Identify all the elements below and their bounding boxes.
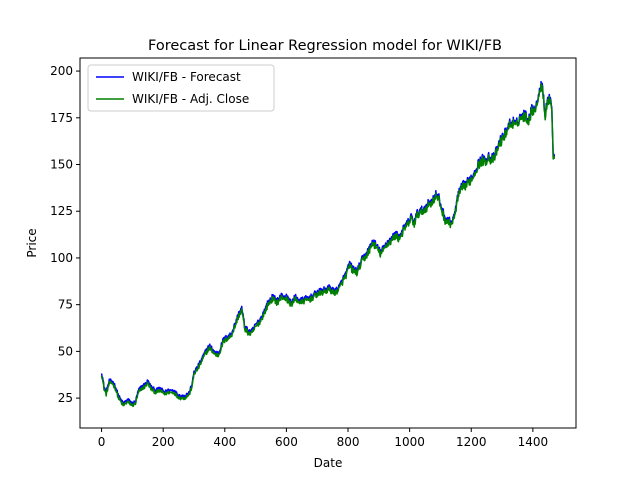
y-tick-label: 175 [50, 111, 73, 125]
series-line-adj-close [100, 83, 556, 408]
series-layer [100, 80, 556, 408]
x-tick-label: 1000 [394, 435, 425, 449]
y-tick-label: 75 [58, 298, 73, 312]
x-axis-label: Date [314, 456, 343, 470]
chart-title: Forecast for Linear Regression model for… [148, 38, 502, 54]
y-axis: 25 50 75 100 125 150 175 200 [50, 64, 80, 405]
y-tick-label: 25 [58, 391, 73, 405]
legend: WIKI/FB - Forecast WIKI/FB - Adj. Close [87, 64, 275, 112]
y-tick-label: 150 [50, 158, 73, 172]
x-tick-label: 1200 [456, 435, 487, 449]
series-line-forecast [100, 80, 556, 405]
x-tick-label: 0 [98, 435, 106, 449]
x-tick-label: 800 [337, 435, 360, 449]
x-tick-label: 1400 [518, 435, 549, 449]
y-tick-label: 125 [50, 204, 73, 218]
y-tick-label: 50 [58, 344, 73, 358]
plot-frame [79, 57, 577, 429]
x-axis: 0 200 400 600 800 1000 1200 1400 [98, 428, 548, 449]
y-tick-label: 200 [50, 64, 73, 78]
y-tick-label: 100 [50, 251, 73, 265]
legend-label: WIKI/FB - Adj. Close [132, 92, 249, 106]
legend-label: WIKI/FB - Forecast [132, 70, 241, 84]
x-tick-label: 400 [213, 435, 236, 449]
y-axis-label: Price [25, 228, 39, 257]
x-tick-label: 600 [275, 435, 298, 449]
plot-area [79, 57, 577, 429]
x-tick-label: 200 [152, 435, 175, 449]
legend-box [87, 64, 275, 112]
